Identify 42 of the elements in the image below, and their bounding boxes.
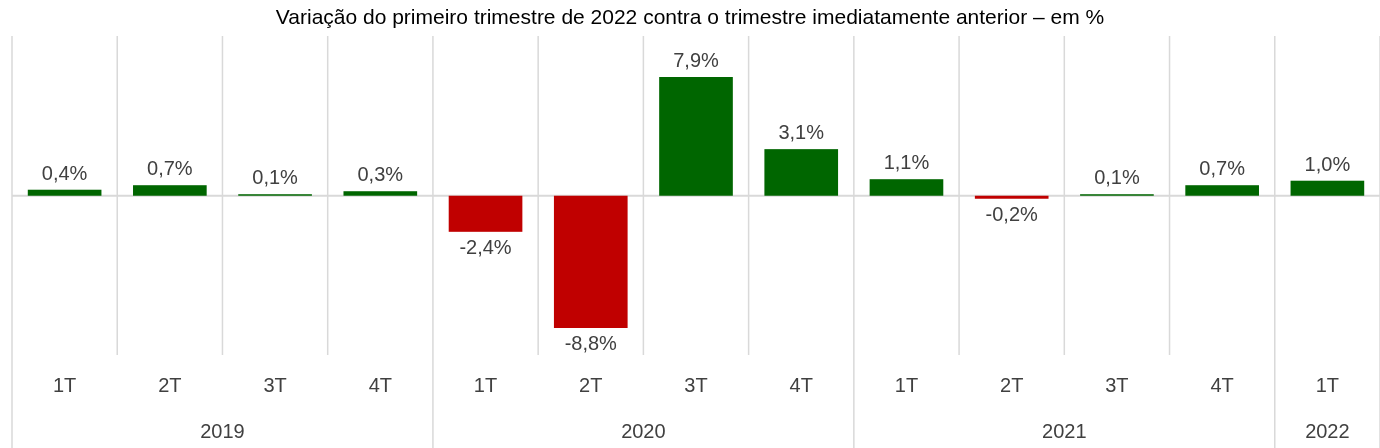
- data-label: 0,1%: [1094, 166, 1140, 189]
- text: 2021: [1042, 420, 1087, 442]
- x-tick-label: 2T: [1000, 374, 1024, 396]
- data-label: 3,1%: [778, 121, 825, 144]
- data-label: 0,1%: [252, 166, 299, 189]
- bar: [133, 185, 207, 196]
- x-tick-label: 3T: [263, 374, 287, 396]
- bar: [869, 179, 944, 196]
- bar: [553, 195, 628, 328]
- x-tick-label: 4T: [1210, 374, 1234, 396]
- data-label: 0,3%: [357, 163, 404, 186]
- text: 2019: [200, 420, 245, 442]
- chart-title: Variação do primeiro trimestre de 2022 contra o trimestre imediatamente anterior – em %: [275, 5, 1105, 28]
- bar: [1185, 185, 1259, 196]
- x-tick-label: 2T: [579, 374, 603, 396]
- x-tick-label: 4T: [789, 374, 813, 396]
- data-label: 0,7%: [1199, 157, 1246, 180]
- x-tick-label: 1T: [1315, 374, 1340, 396]
- x-tick-label: 3T: [1105, 374, 1129, 396]
- data-label: -8,8%: [564, 332, 618, 354]
- data-label: 0,7%: [147, 157, 193, 180]
- text: 2022: [1305, 420, 1350, 442]
- bar: [27, 189, 102, 196]
- data-label: 1,1%: [883, 151, 930, 174]
- data-label: 0,4%: [41, 161, 88, 184]
- data-label: -0,2%: [985, 202, 1039, 225]
- bar: [974, 195, 1049, 199]
- bar: [659, 77, 733, 196]
- bar: [448, 195, 523, 232]
- bar: [343, 191, 418, 196]
- bar: [1290, 180, 1365, 196]
- bar: [764, 149, 839, 196]
- x-tick-label: 3T: [684, 374, 708, 396]
- data-label: -2,4%: [459, 235, 512, 258]
- data-label: 7,9%: [673, 49, 720, 71]
- x-tick-label: 1T: [52, 374, 77, 396]
- x-tick-label: 1T: [473, 374, 498, 396]
- x-tick-label: 2T: [158, 374, 182, 396]
- text: 2020: [621, 420, 666, 442]
- x-tick-label: 1T: [894, 374, 919, 396]
- x-tick-label: 4T: [368, 374, 392, 396]
- data-label: 1,0%: [1304, 152, 1351, 175]
